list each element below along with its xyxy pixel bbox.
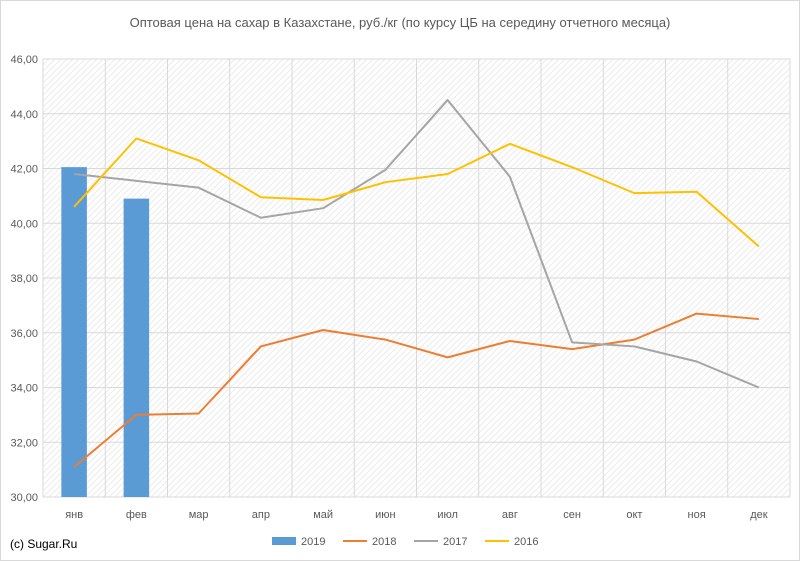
y-tick-label: 36,00: [10, 328, 38, 340]
y-tick-label: 42,00: [10, 164, 38, 176]
y-tick-label: 32,00: [10, 437, 38, 449]
x-tick-label: май: [313, 509, 333, 521]
x-tick-label: янв: [65, 509, 83, 521]
gridlines: [42, 58, 791, 498]
series-line-2018: [73, 312, 759, 468]
x-tick-label: июн: [375, 509, 395, 521]
lines-layer: [73, 99, 760, 468]
y-tick-label: 44,00: [10, 109, 38, 121]
y-tick-label: 34,00: [10, 383, 38, 395]
x-tick-label: ноя: [688, 509, 706, 521]
legend-marker-2019: [272, 537, 296, 545]
copyright-credit: (c) Sugar.Ru: [10, 537, 78, 551]
x-tick-label: июл: [437, 509, 458, 521]
x-tick-label: сен: [563, 509, 581, 521]
chart-title: Оптовая цена на сахар в Казахстане, руб.…: [130, 15, 671, 30]
y-tick-label: 40,00: [10, 218, 38, 230]
series-line-2017: [74, 99, 760, 389]
x-tick-label: фев: [126, 509, 147, 521]
legend-label-2018: 2018: [372, 536, 396, 548]
x-tick-label: дек: [750, 509, 768, 521]
bars-layer: [61, 167, 150, 498]
bar-2019-фев: [123, 198, 150, 498]
y-tick-label: 46,00: [10, 54, 38, 66]
x-tick-label: окт: [626, 509, 642, 521]
legend-label-2017: 2017: [443, 536, 467, 548]
legend-label-2019: 2019: [301, 536, 325, 548]
axis-labels: 30,00 32,00 34,00 36,00 38,00 40,00 42,00 44,00…: [10, 54, 767, 521]
series-line-2016: [73, 137, 760, 248]
y-tick-label: 38,00: [10, 273, 38, 285]
bar-2019-янв: [61, 167, 87, 497]
x-tick-label: авг: [502, 509, 518, 521]
x-tick-label: мар: [189, 509, 209, 521]
legend: 2019 2018 2017 2016: [272, 536, 538, 548]
x-tick-label: апр: [252, 509, 270, 521]
legend-label-2016: 2016: [514, 536, 538, 548]
y-tick-label: 30,00: [10, 492, 38, 504]
